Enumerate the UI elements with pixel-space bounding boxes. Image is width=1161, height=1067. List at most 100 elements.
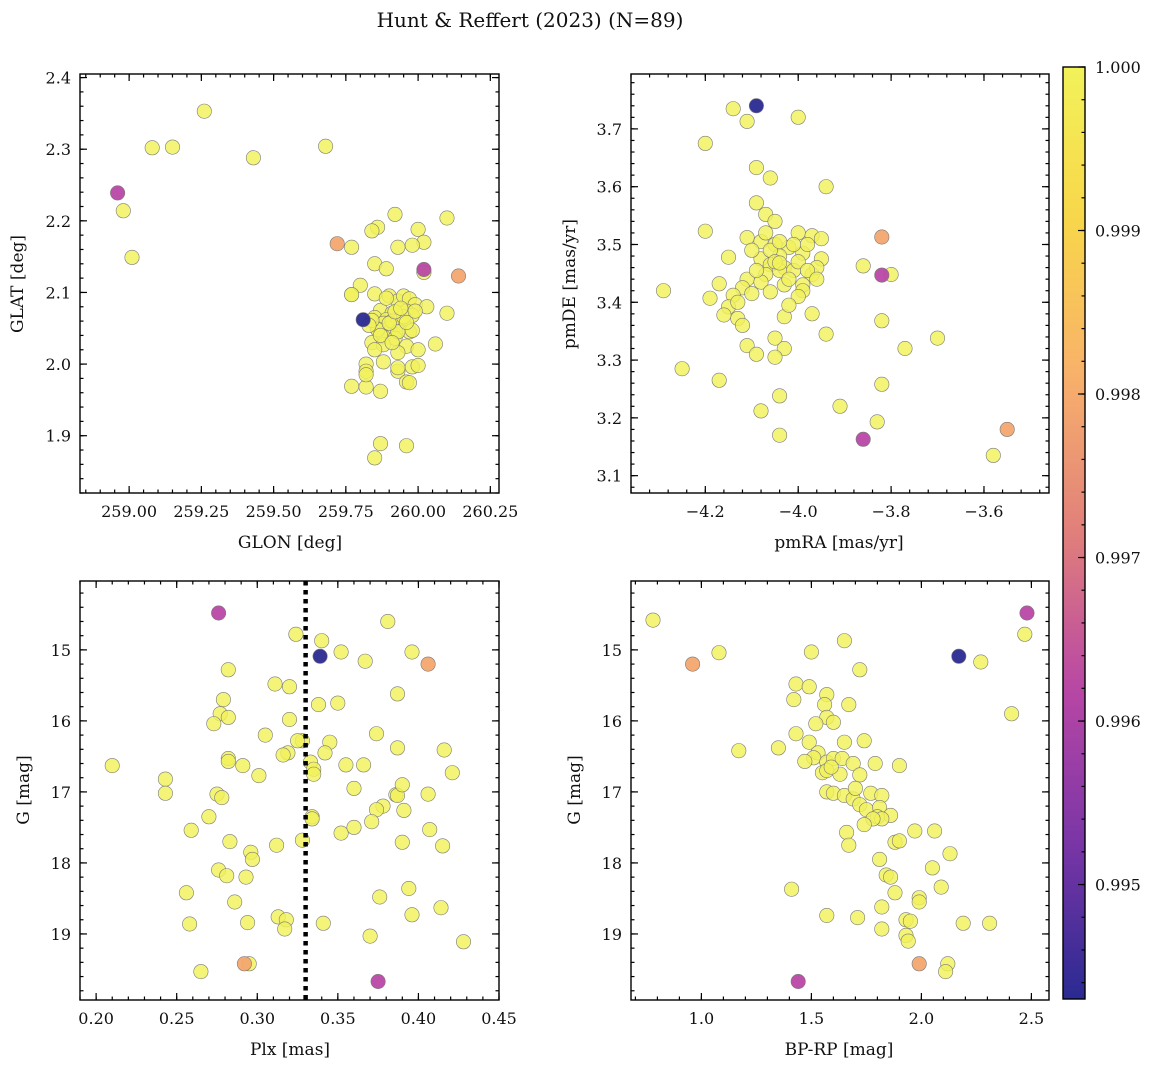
data-point [157,771,173,787]
data-point [206,716,222,732]
data-point [244,851,260,867]
data-point [804,306,820,322]
panel-color-magnitude: BP-RP [mag] G [mag] 1.0 1.5 2.0 2.5 15 16 17 18… [565,580,1050,1060]
data-point [772,388,788,404]
data-point [401,880,417,896]
data-point [281,679,297,695]
data-point [825,714,841,730]
y-tick-label: 3.5 [597,235,622,254]
data-point [275,747,291,763]
data-point [744,286,760,302]
y-tick-label: 2.0 [46,355,71,374]
data-point [372,383,388,399]
y-tick-label: 2.1 [46,283,71,302]
x-axis-label: BP-RP [mag] [785,1040,894,1060]
plot-frame [630,580,1050,1001]
x-axis-label: Plx [mas] [250,1040,330,1060]
data-point [702,290,718,306]
y-axis-label: G [mag] [14,755,34,824]
data-point [124,249,140,265]
data-point [182,916,198,932]
data-point [220,709,236,725]
data-point [645,612,661,628]
x-tick-label: 0.35 [320,1009,356,1028]
data-point [165,139,181,155]
data-point [364,814,380,830]
data-point [897,340,913,356]
data-point [220,662,236,678]
data-point [357,653,373,669]
data-point-highlight [370,973,386,989]
y-tick-label: 3.4 [597,293,622,312]
colorbar: 0.995 0.996 0.997 0.998 0.999 1.000 [1062,58,1141,1000]
data-point [767,330,783,346]
data-point-highlight [855,431,871,447]
data-point [786,237,802,253]
data-point [401,375,417,391]
data-point [338,757,354,773]
data-point [394,777,410,793]
x-tick-label: −3.6 [965,502,1004,521]
data-point [874,376,890,392]
data-point [306,766,322,782]
data-point [697,135,713,151]
data-point [841,697,857,713]
data-point [748,160,764,176]
data-point [367,342,383,358]
data-point [394,834,410,850]
data-point [404,907,420,923]
y-tick-label: 15 [602,641,622,660]
data-point [404,644,420,660]
data-point [372,889,388,905]
data-point [104,758,120,774]
x-tick-label: 0.20 [78,1009,114,1028]
data-point [422,822,438,838]
y-tick-label: 17 [602,783,622,802]
data-point [799,237,815,253]
data-point [891,833,907,849]
data-point [389,686,405,702]
data-point [362,928,378,944]
data-point [358,367,374,383]
data-point [776,340,792,356]
data-point [845,755,861,771]
data-point [982,915,998,931]
data-point [344,239,360,255]
data-point [398,438,414,454]
data-point [790,254,806,270]
data-point [716,307,732,323]
data-point [1017,626,1033,642]
data-point [384,335,400,351]
colorbar-tick-label: 0.999 [1095,222,1141,241]
data-point-highlight [999,421,1015,437]
data-point [855,258,871,274]
data-point-highlight [329,236,345,252]
data-point [767,213,783,229]
data-point [427,336,443,352]
plot-frame [79,580,500,1001]
x-axis-label: GLON [deg] [238,533,342,553]
data-point [985,447,1001,463]
data-point [390,239,406,255]
data-point-highlight [236,956,252,972]
data-point [942,846,958,862]
data-point-highlight [790,973,806,989]
data-point [435,838,451,854]
colorbar-tick-label: 0.997 [1095,549,1141,568]
data-point [389,740,405,756]
plot-frame [79,73,500,494]
data-point [245,150,261,166]
data-point [235,758,251,774]
data-point [874,921,890,937]
data-point [380,613,396,629]
figure-title: Hunt & Reffert (2023) (N=89) [377,8,684,32]
data-point [711,372,727,388]
data-point [869,414,885,430]
data-point-highlight [312,648,328,664]
data-point [398,314,414,330]
x-tick-label: 259.50 [246,502,302,521]
data-point [711,276,727,292]
data-point [801,679,817,695]
data-point [333,825,349,841]
